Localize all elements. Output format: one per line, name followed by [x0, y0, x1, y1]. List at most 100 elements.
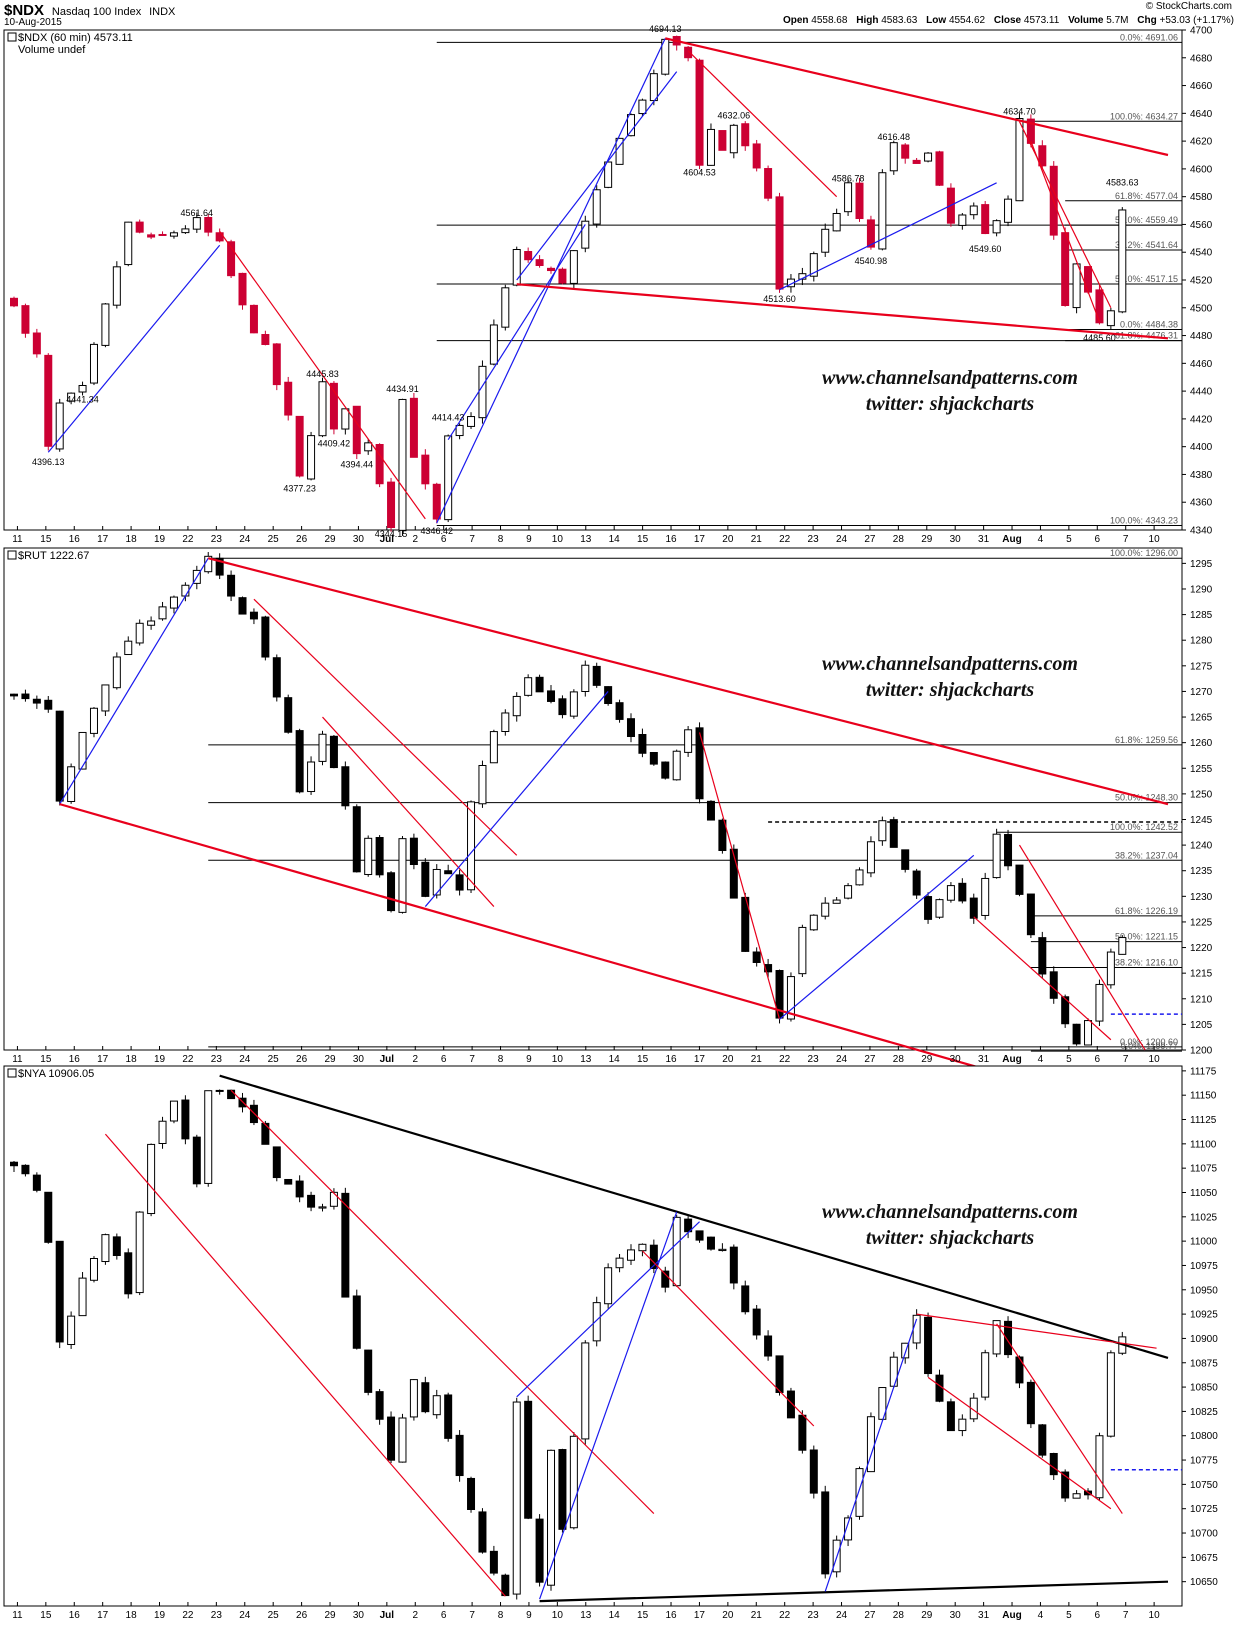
y-tick-label: 4600 [1190, 164, 1213, 175]
candle-body [444, 870, 453, 875]
candle-body [524, 677, 533, 696]
price-annotation: 4409.42 [318, 439, 351, 449]
x-tick-label: 11 [12, 1054, 23, 1065]
candle-body [124, 640, 133, 656]
x-tick-label: 2 [412, 1054, 418, 1065]
candle-body [935, 1374, 944, 1402]
candle-body [912, 159, 921, 164]
plot-frame [3, 29, 1183, 531]
candles [10, 552, 1127, 1046]
x-tick-label: 30 [950, 534, 962, 545]
x-tick-label: 31 [978, 534, 990, 545]
x-tick-label: Aug [1002, 1610, 1021, 1621]
x-tick-label: 22 [779, 1610, 791, 1621]
trendline-blue [436, 38, 666, 524]
y-tick-label: 4660 [1190, 81, 1213, 92]
y-tick-label: 1215 [1190, 969, 1213, 980]
x-tick-label: 14 [609, 534, 621, 545]
candle-body [1026, 118, 1035, 144]
trendline-red [207, 557, 1169, 806]
ohlc-low-value: 4554.62 [948, 15, 986, 26]
candle-body [238, 272, 247, 306]
trendline-red [516, 283, 1169, 340]
candle-body [307, 435, 316, 480]
fib-level-label: 100.0%: 4343.23 [1110, 516, 1178, 526]
y-tick-label: 4640 [1190, 109, 1213, 120]
candle-body [592, 1302, 601, 1342]
candle-body [901, 849, 910, 870]
x-tick-label: 19 [154, 534, 166, 545]
y-tick-label: 4340 [1190, 526, 1213, 537]
candle-body [409, 837, 418, 866]
candle-body [375, 1391, 384, 1420]
candle-body [1015, 864, 1024, 895]
candle-body [272, 1146, 281, 1179]
candle-body [958, 1418, 967, 1432]
candle-body [112, 1236, 121, 1257]
candle-body [55, 402, 64, 450]
candle-body [798, 926, 807, 975]
candle-body [912, 870, 921, 896]
candle-body [992, 833, 1001, 879]
x-tick-label: 7 [1123, 1610, 1129, 1621]
x-tick-label: 6 [441, 534, 447, 545]
x-tick-label: 18 [126, 1610, 138, 1621]
candle-body [44, 354, 53, 447]
candle-body [969, 897, 978, 919]
x-tick-label: 15 [637, 1054, 649, 1065]
candle-body [284, 381, 293, 416]
candle-body [992, 220, 1001, 234]
x-tick-label: 24 [239, 1054, 251, 1065]
candle-body [181, 228, 190, 234]
candle-body [478, 764, 487, 805]
ohlc-chg-label: Chg [1137, 15, 1157, 26]
x-tick-label: 7 [469, 534, 475, 545]
x-tick-label: 30 [353, 534, 365, 545]
x-tick-label: 20 [722, 534, 734, 545]
trendline-blue [59, 557, 209, 805]
y-tick-label: 11100 [1190, 1139, 1217, 1150]
y-tick-label: 11050 [1190, 1188, 1218, 1199]
candle-body [524, 251, 533, 261]
candle-body [421, 454, 430, 485]
x-tick-label: 13 [580, 1610, 592, 1621]
candle-body [981, 877, 990, 916]
candle-body [467, 416, 476, 427]
fib-level-label: 61.8%: 1259.56 [1115, 735, 1178, 745]
candle-body [10, 1161, 18, 1167]
x-tick-label: 6 [1095, 534, 1101, 545]
y-tick-label: 1220 [1190, 943, 1213, 954]
candle-body [32, 1174, 41, 1191]
candle-body [1026, 1381, 1035, 1425]
x-tick-label: 8 [498, 1054, 504, 1065]
candle-body [684, 46, 693, 59]
candle-body [101, 684, 110, 712]
candle-body [741, 123, 750, 147]
candle-body [569, 250, 578, 284]
candle-body [969, 205, 978, 216]
candle-body [44, 1191, 53, 1243]
candle-body [89, 343, 98, 384]
y-tick-label: 1230 [1190, 892, 1213, 903]
candle-body [169, 232, 178, 237]
candle-body [535, 676, 544, 693]
candle-body [501, 287, 510, 328]
candle-body [124, 221, 133, 266]
candle-body [729, 124, 738, 154]
trendline-red [665, 37, 1169, 157]
fib-level-label: 61.8%: 4577.04 [1115, 191, 1178, 201]
candle-body [1004, 1320, 1013, 1356]
x-tick-label: 18 [126, 534, 138, 545]
candle-body [821, 1491, 830, 1575]
candle-body [832, 899, 841, 904]
candle-body [158, 1120, 167, 1144]
candle-body [672, 1216, 681, 1287]
candle-body [878, 820, 887, 842]
candle-body [741, 1285, 750, 1313]
y-tick-label: 10750 [1190, 1480, 1218, 1491]
candle-body [558, 698, 567, 716]
candle-body [672, 750, 681, 781]
candle-body [786, 976, 795, 1020]
candle-body [409, 1379, 418, 1418]
candle-body [455, 874, 464, 891]
